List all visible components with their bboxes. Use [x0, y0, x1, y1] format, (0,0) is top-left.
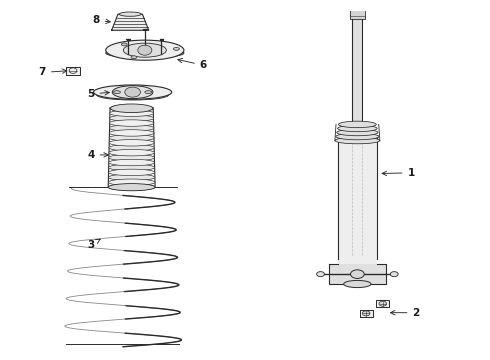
Polygon shape: [338, 137, 377, 266]
Ellipse shape: [109, 159, 155, 166]
Ellipse shape: [109, 140, 154, 146]
Text: 6: 6: [178, 58, 207, 70]
Text: 4: 4: [87, 150, 108, 160]
Ellipse shape: [108, 184, 155, 191]
Text: 3: 3: [87, 239, 100, 249]
Ellipse shape: [112, 86, 153, 99]
Ellipse shape: [109, 154, 154, 161]
Text: 8: 8: [92, 15, 110, 26]
Polygon shape: [66, 67, 80, 75]
Ellipse shape: [123, 43, 166, 57]
Ellipse shape: [145, 91, 152, 94]
Ellipse shape: [109, 130, 154, 136]
Polygon shape: [349, 12, 365, 19]
Ellipse shape: [379, 301, 387, 306]
Ellipse shape: [109, 164, 155, 171]
Polygon shape: [109, 108, 154, 185]
Ellipse shape: [138, 45, 152, 55]
Ellipse shape: [108, 169, 155, 176]
Ellipse shape: [110, 105, 154, 112]
Ellipse shape: [108, 174, 155, 180]
Text: 7: 7: [39, 67, 67, 77]
Ellipse shape: [336, 133, 379, 140]
Ellipse shape: [94, 85, 172, 99]
Ellipse shape: [350, 270, 364, 278]
Ellipse shape: [339, 121, 376, 128]
Ellipse shape: [122, 43, 127, 46]
Polygon shape: [376, 300, 389, 307]
Text: 5: 5: [87, 89, 109, 99]
Polygon shape: [329, 264, 386, 284]
Ellipse shape: [343, 280, 371, 288]
Ellipse shape: [108, 179, 155, 185]
Ellipse shape: [109, 144, 154, 151]
Ellipse shape: [106, 48, 184, 58]
Ellipse shape: [97, 90, 169, 100]
Polygon shape: [360, 310, 372, 317]
Ellipse shape: [109, 135, 154, 141]
Ellipse shape: [363, 311, 370, 316]
Ellipse shape: [109, 110, 154, 116]
Ellipse shape: [111, 104, 153, 113]
Ellipse shape: [338, 125, 377, 132]
Ellipse shape: [131, 56, 137, 59]
Ellipse shape: [173, 48, 179, 50]
Text: 2: 2: [391, 308, 419, 318]
Text: 1: 1: [382, 168, 415, 178]
Ellipse shape: [109, 115, 154, 121]
Ellipse shape: [108, 184, 155, 190]
Polygon shape: [112, 14, 149, 30]
Ellipse shape: [391, 272, 398, 276]
Ellipse shape: [106, 40, 184, 60]
Ellipse shape: [109, 149, 154, 156]
Ellipse shape: [114, 91, 121, 94]
Polygon shape: [352, 12, 362, 137]
Ellipse shape: [317, 272, 324, 276]
Ellipse shape: [109, 120, 154, 126]
Ellipse shape: [125, 87, 141, 97]
Ellipse shape: [337, 129, 378, 136]
Ellipse shape: [119, 12, 141, 16]
Ellipse shape: [335, 137, 380, 144]
Ellipse shape: [109, 125, 154, 131]
